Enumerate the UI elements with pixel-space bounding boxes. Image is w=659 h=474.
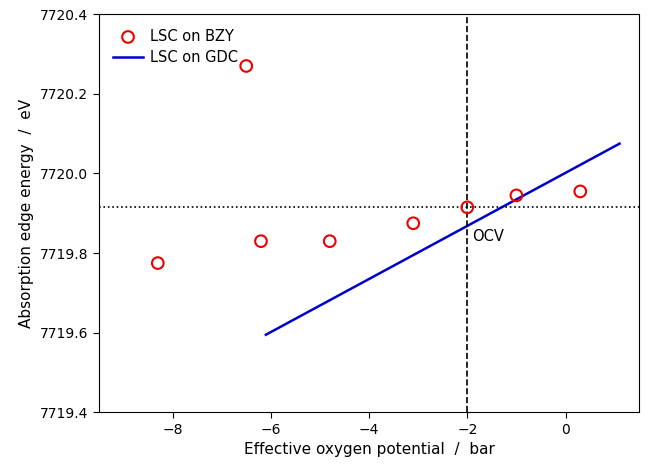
LSC on BZY xyxy=(575,188,586,195)
LSC on BZY xyxy=(256,237,266,245)
LSC on BZY xyxy=(152,259,163,267)
Legend: LSC on BZY, LSC on GDC: LSC on BZY, LSC on GDC xyxy=(106,21,245,72)
LSC on BZY xyxy=(408,219,418,227)
Text: OCV: OCV xyxy=(473,229,504,244)
LSC on BZY xyxy=(511,191,522,199)
LSC on GDC xyxy=(262,332,270,337)
LSC on BZY xyxy=(462,203,473,211)
Line: LSC on GDC: LSC on GDC xyxy=(266,144,619,335)
Point xyxy=(241,62,252,70)
Y-axis label: Absorption edge energy  /  eV: Absorption edge energy / eV xyxy=(19,99,34,328)
LSC on GDC xyxy=(616,141,623,146)
LSC on BZY xyxy=(324,237,335,245)
X-axis label: Effective oxygen potential  /  bar: Effective oxygen potential / bar xyxy=(244,442,494,457)
